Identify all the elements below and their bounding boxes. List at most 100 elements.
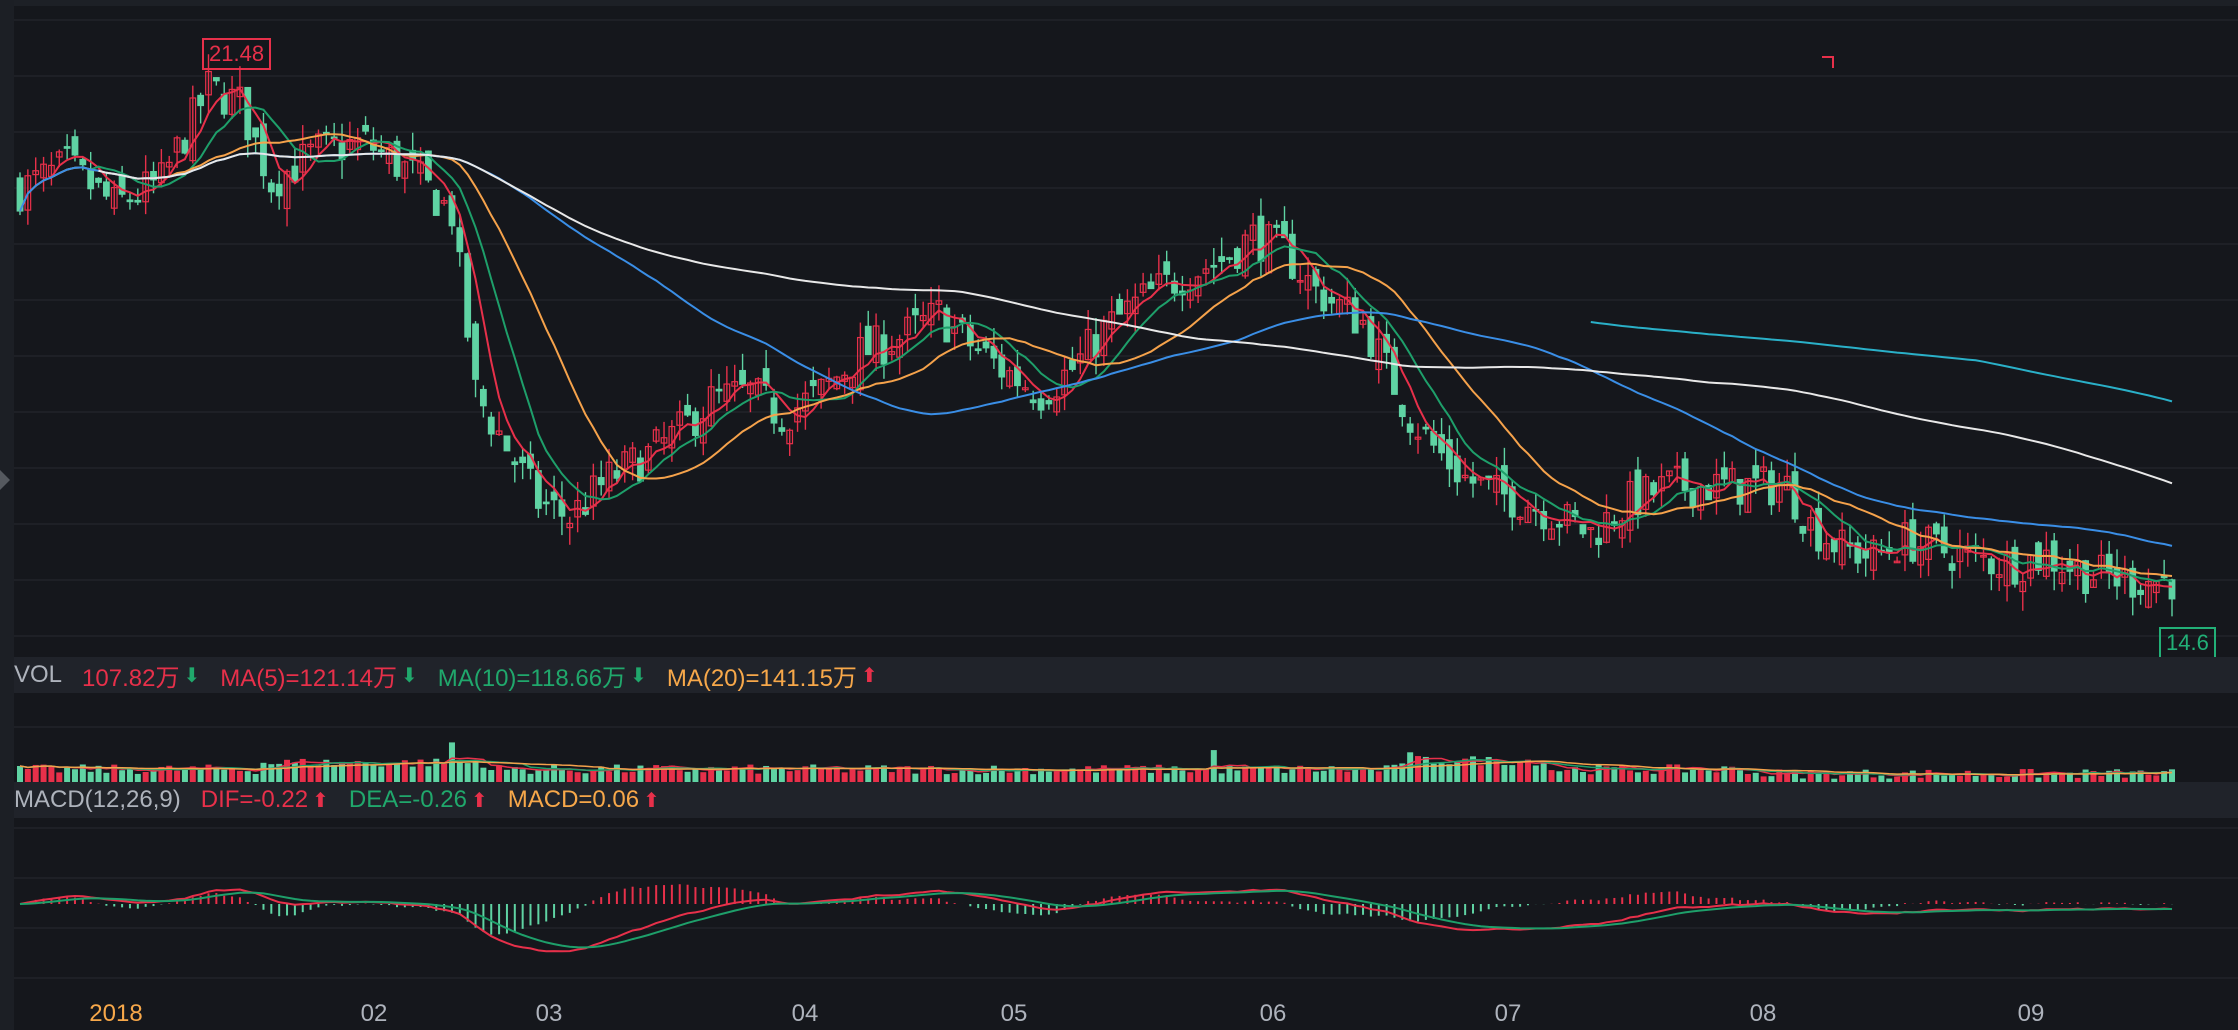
candle-body [723,383,731,402]
candle-body [1398,404,1406,418]
volume-bar [1556,771,1563,782]
macd-panel[interactable] [0,818,2238,1018]
volume-bar [865,765,872,782]
candle-body [739,369,746,385]
candle-body [228,88,236,115]
volume-bar [370,764,377,782]
candle-body [118,175,126,195]
candle-body [2168,579,2176,600]
candle-body [998,354,1006,378]
candle-body [809,379,817,387]
volume-bar [943,774,950,782]
x-axis-label: 02 [360,1000,388,1027]
x-axis-label: 07 [1494,1000,1522,1027]
volume-bar [1038,768,1045,782]
ma5-line [50,87,2173,588]
candle-body [2082,560,2090,595]
volume-bar [1100,765,1107,782]
volume-bar [998,769,1005,782]
volume-bar [1776,769,1783,782]
volume-bar [456,762,463,782]
candle-body [479,388,487,407]
candle-body [181,139,189,154]
volume-panel[interactable] [0,693,2238,782]
candle-body [1202,268,1210,274]
candle-body [1925,526,1932,560]
candle-body [1987,558,1995,575]
candle-body [2019,581,2027,593]
top-legend-strip [14,0,2238,6]
macd-hist-text: MACD=0.06 [507,786,640,813]
volume-bar [519,769,526,782]
volume-bar [661,766,668,782]
arrow-up-icon: ⬆ [312,789,329,812]
candle-body [464,253,472,338]
volume-bar [920,767,927,782]
volume-bar [668,765,675,782]
volume-bar [1045,771,1052,782]
volume-bar [1273,765,1280,782]
candle-body [1807,517,1815,531]
candle-body [1273,224,1281,228]
candle-body [55,151,63,158]
volume-bar [1124,765,1131,782]
volume-bar [558,770,565,782]
candle-body [1288,233,1296,279]
candle-body [1069,359,1076,370]
candle-body [1642,476,1650,510]
candle-body [1501,465,1508,495]
volume-bar [496,765,503,782]
candle-body [1343,296,1351,305]
volume-bar [723,770,730,782]
candle-body [668,425,676,449]
candle-body [71,136,79,156]
collapse-handle-icon[interactable] [0,470,10,490]
candle-body [1705,485,1713,501]
volume-bar [1399,763,1406,782]
volume-bar [2074,777,2081,782]
volume-bar [692,769,699,782]
candle-body [173,137,181,153]
volume-bar [1022,768,1029,782]
macd-legend: MACD(12,26,9) DIF=-0.22 ⬆ DEA=-0.26 ⬆ MA… [14,782,2238,818]
candle-body [503,435,511,452]
volume-bar [260,762,267,782]
volume-bar [763,765,770,782]
price-panel[interactable] [0,0,2238,657]
macd-dif-value: DIF=-0.22 ⬆ [201,786,329,814]
candle-body [1673,465,1681,469]
candle-body [1760,466,1767,473]
volume-bar [566,770,573,782]
volume-bar [181,768,188,782]
volume-bar [268,764,275,782]
candle-body [1720,467,1728,480]
candle-body [1375,338,1383,371]
volume-bar [503,769,510,782]
volume-bar [1784,772,1791,782]
arrow-up-icon: ⬆ [643,789,660,812]
volume-bar [731,766,738,782]
candle-body [1948,563,1956,571]
candle-body [1932,523,1940,535]
volume-bar [825,768,832,782]
candle-body [629,447,637,463]
volume-bar [1972,775,1979,782]
x-axis-label: 04 [791,1000,819,1027]
volume-bar [1744,774,1751,782]
volume-bar [1587,774,1594,782]
volume-bar [472,762,479,782]
volume-bar [676,770,683,782]
macd-hist-value: MACD=0.06 ⬆ [508,786,660,814]
volume-bar [488,769,495,782]
candle-body [982,341,990,349]
volume-bar [40,764,47,782]
volume-bar [1289,769,1296,782]
candle-body [1249,224,1257,241]
candle-body [943,307,951,343]
volume-bar [205,764,212,782]
volume-bar [64,767,71,782]
candle-body [1320,289,1328,312]
volume-bar [637,765,644,782]
volume-bar [1077,769,1084,782]
